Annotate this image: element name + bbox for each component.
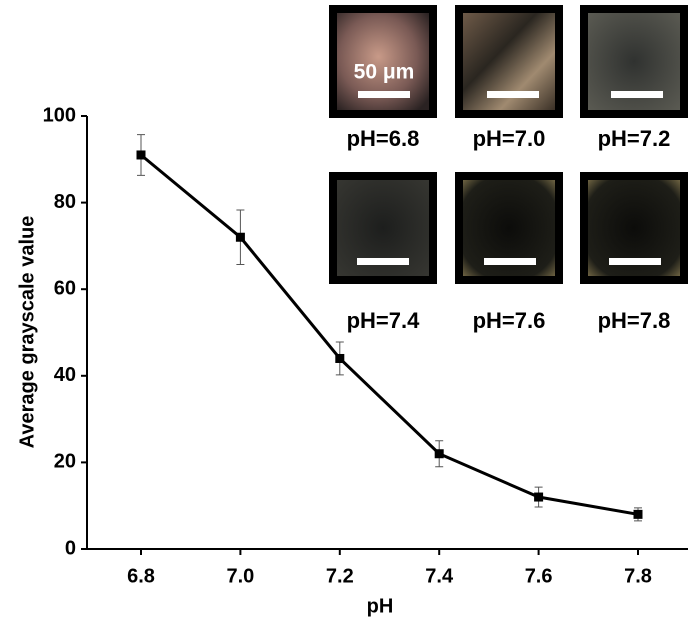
y-tick-label: 100 bbox=[43, 104, 76, 126]
x-tick-label: 6.8 bbox=[127, 565, 155, 587]
line bbox=[140, 153, 639, 516]
scale-bar-label: 50 μm bbox=[354, 61, 415, 84]
x-tick-label: 7.8 bbox=[624, 565, 652, 587]
x-axis-title: pH bbox=[367, 595, 394, 617]
marker bbox=[633, 509, 643, 519]
marker bbox=[335, 353, 345, 363]
scale-bar bbox=[357, 258, 409, 265]
inset-label: pH=7.0 bbox=[473, 126, 546, 151]
marker bbox=[136, 150, 146, 160]
x-tick-label: 7.6 bbox=[525, 565, 553, 587]
y-tick-label: 20 bbox=[54, 451, 76, 473]
marker bbox=[434, 449, 444, 459]
marker bbox=[534, 492, 544, 502]
x-tick-label: 7.2 bbox=[326, 565, 354, 587]
inset-label: pH=6.8 bbox=[347, 126, 420, 151]
insets: 50 μm bbox=[329, 5, 688, 284]
x-tick-label: 7.4 bbox=[425, 565, 454, 587]
scale-bar bbox=[484, 258, 536, 265]
y-tick-label: 40 bbox=[54, 364, 76, 386]
inset-label: pH=7.6 bbox=[473, 308, 546, 333]
scale-bar bbox=[611, 91, 663, 98]
inset-label: pH=7.4 bbox=[347, 308, 421, 333]
scale-bar bbox=[609, 258, 661, 265]
inset-label: pH=7.8 bbox=[598, 308, 671, 333]
y-tick-label: 80 bbox=[54, 191, 76, 213]
y-tick-label: 60 bbox=[54, 277, 76, 299]
marker bbox=[235, 232, 245, 242]
x-tick-label: 7.0 bbox=[226, 565, 254, 587]
y-tick-label: 0 bbox=[65, 537, 76, 559]
scale-bar bbox=[358, 91, 410, 98]
y-axis-title: Average grayscale value bbox=[16, 216, 38, 449]
inset-label: pH=7.2 bbox=[598, 126, 671, 151]
scale-bar bbox=[487, 91, 539, 98]
